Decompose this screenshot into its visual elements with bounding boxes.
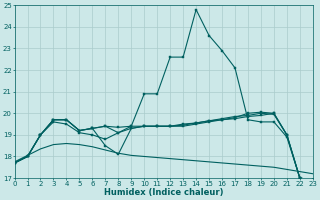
X-axis label: Humidex (Indice chaleur): Humidex (Indice chaleur) <box>104 188 223 197</box>
